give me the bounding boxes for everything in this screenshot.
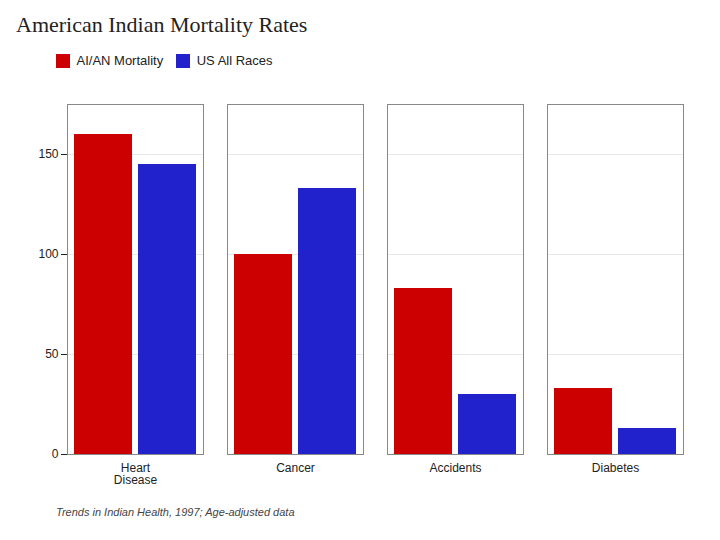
svg-text:150: 150 <box>38 147 58 161</box>
svg-text:HeartDisease: HeartDisease <box>114 461 158 487</box>
html-text:AI/AN Mortality: AI/AN Mortality <box>76 53 164 68</box>
svg-text:Cancer: Cancer <box>276 461 315 475</box>
html-text:American Indian Mortality Rate: American Indian Mortality Rates <box>16 12 308 37</box>
svg-text:0: 0 <box>52 447 59 461</box>
svg-text:Accidents: Accidents <box>429 461 481 475</box>
html-text:US All Races: US All Races <box>196 53 273 68</box>
svg-text:100: 100 <box>38 247 58 261</box>
svg-text:50: 50 <box>45 347 59 361</box>
html-text:Trends in Indian Health, 1997;: Trends in Indian Health, 1997; Age-adjus… <box>56 505 295 518</box>
svg-text:Diabetes: Diabetes <box>592 461 639 475</box>
